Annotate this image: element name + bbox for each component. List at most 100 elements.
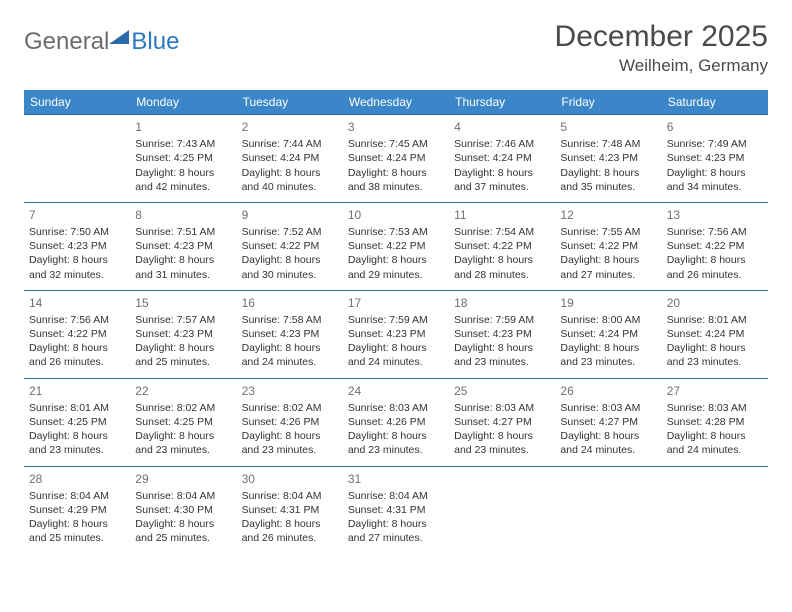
cell-dl1: Daylight: 8 hours [348, 166, 444, 180]
calendar-cell: 20Sunrise: 8:01 AMSunset: 4:24 PMDayligh… [662, 290, 768, 378]
calendar-row: 1Sunrise: 7:43 AMSunset: 4:25 PMDaylight… [24, 115, 768, 203]
calendar-cell: 21Sunrise: 8:01 AMSunset: 4:25 PMDayligh… [24, 378, 130, 466]
cell-dl1: Daylight: 8 hours [242, 341, 338, 355]
cell-dl2: and 25 minutes. [135, 355, 231, 369]
cell-sunrise: Sunrise: 7:53 AM [348, 225, 444, 239]
weekday-header: Thursday [449, 90, 555, 115]
calendar-cell: 12Sunrise: 7:55 AMSunset: 4:22 PMDayligh… [555, 202, 661, 290]
calendar-cell: 4Sunrise: 7:46 AMSunset: 4:24 PMDaylight… [449, 115, 555, 203]
day-number: 11 [454, 207, 550, 223]
cell-dl2: and 23 minutes. [454, 355, 550, 369]
day-number: 14 [29, 295, 125, 311]
day-number: 15 [135, 295, 231, 311]
cell-dl2: and 29 minutes. [348, 268, 444, 282]
cell-sunset: Sunset: 4:25 PM [135, 151, 231, 165]
calendar-cell: 24Sunrise: 8:03 AMSunset: 4:26 PMDayligh… [343, 378, 449, 466]
weekday-header-row: Sunday Monday Tuesday Wednesday Thursday… [24, 90, 768, 115]
cell-dl2: and 23 minutes. [242, 443, 338, 457]
day-number: 27 [667, 383, 763, 399]
day-number: 16 [242, 295, 338, 311]
day-number: 1 [135, 119, 231, 135]
cell-dl2: and 23 minutes. [454, 443, 550, 457]
cell-dl1: Daylight: 8 hours [560, 166, 656, 180]
calendar-cell: 8Sunrise: 7:51 AMSunset: 4:23 PMDaylight… [130, 202, 236, 290]
cell-dl1: Daylight: 8 hours [454, 253, 550, 267]
calendar-cell: 1Sunrise: 7:43 AMSunset: 4:25 PMDaylight… [130, 115, 236, 203]
cell-sunrise: Sunrise: 8:00 AM [560, 313, 656, 327]
calendar-row: 21Sunrise: 8:01 AMSunset: 4:25 PMDayligh… [24, 378, 768, 466]
calendar-cell [555, 466, 661, 553]
calendar-cell: 3Sunrise: 7:45 AMSunset: 4:24 PMDaylight… [343, 115, 449, 203]
cell-dl2: and 23 minutes. [29, 443, 125, 457]
cell-dl1: Daylight: 8 hours [348, 341, 444, 355]
day-number: 10 [348, 207, 444, 223]
calendar-cell: 7Sunrise: 7:50 AMSunset: 4:23 PMDaylight… [24, 202, 130, 290]
calendar-cell: 13Sunrise: 7:56 AMSunset: 4:22 PMDayligh… [662, 202, 768, 290]
calendar-cell: 18Sunrise: 7:59 AMSunset: 4:23 PMDayligh… [449, 290, 555, 378]
day-number: 3 [348, 119, 444, 135]
calendar-cell: 6Sunrise: 7:49 AMSunset: 4:23 PMDaylight… [662, 115, 768, 203]
day-number: 12 [560, 207, 656, 223]
header: General Blue December 2025 Weilheim, Ger… [24, 20, 768, 76]
cell-dl1: Daylight: 8 hours [135, 166, 231, 180]
cell-sunrise: Sunrise: 8:03 AM [667, 401, 763, 415]
logo-text-blue: Blue [131, 28, 179, 56]
cell-dl1: Daylight: 8 hours [560, 253, 656, 267]
cell-sunrise: Sunrise: 8:01 AM [29, 401, 125, 415]
cell-sunset: Sunset: 4:23 PM [135, 327, 231, 341]
cell-sunrise: Sunrise: 7:52 AM [242, 225, 338, 239]
day-number: 30 [242, 471, 338, 487]
cell-sunset: Sunset: 4:23 PM [242, 327, 338, 341]
cell-dl2: and 27 minutes. [560, 268, 656, 282]
day-number: 2 [242, 119, 338, 135]
cell-dl2: and 27 minutes. [348, 531, 444, 545]
calendar-cell [24, 115, 130, 203]
calendar-cell: 25Sunrise: 8:03 AMSunset: 4:27 PMDayligh… [449, 378, 555, 466]
cell-sunrise: Sunrise: 7:57 AM [135, 313, 231, 327]
logo-text-general: General [24, 28, 109, 56]
calendar-cell: 23Sunrise: 8:02 AMSunset: 4:26 PMDayligh… [237, 378, 343, 466]
cell-dl2: and 23 minutes. [135, 443, 231, 457]
cell-sunset: Sunset: 4:22 PM [348, 239, 444, 253]
cell-dl1: Daylight: 8 hours [242, 253, 338, 267]
title-block: December 2025 Weilheim, Germany [555, 20, 768, 76]
cell-sunrise: Sunrise: 8:04 AM [29, 489, 125, 503]
calendar-cell: 31Sunrise: 8:04 AMSunset: 4:31 PMDayligh… [343, 466, 449, 553]
calendar-cell: 29Sunrise: 8:04 AMSunset: 4:30 PMDayligh… [130, 466, 236, 553]
cell-sunrise: Sunrise: 7:46 AM [454, 137, 550, 151]
cell-dl1: Daylight: 8 hours [667, 341, 763, 355]
cell-sunset: Sunset: 4:31 PM [242, 503, 338, 517]
calendar-cell: 11Sunrise: 7:54 AMSunset: 4:22 PMDayligh… [449, 202, 555, 290]
weekday-header: Tuesday [237, 90, 343, 115]
cell-dl2: and 38 minutes. [348, 180, 444, 194]
cell-dl1: Daylight: 8 hours [348, 253, 444, 267]
cell-dl2: and 24 minutes. [560, 443, 656, 457]
cell-dl2: and 24 minutes. [242, 355, 338, 369]
cell-dl1: Daylight: 8 hours [348, 517, 444, 531]
calendar-cell: 19Sunrise: 8:00 AMSunset: 4:24 PMDayligh… [555, 290, 661, 378]
cell-dl1: Daylight: 8 hours [135, 341, 231, 355]
day-number: 25 [454, 383, 550, 399]
weekday-header: Monday [130, 90, 236, 115]
cell-dl2: and 40 minutes. [242, 180, 338, 194]
cell-sunrise: Sunrise: 7:59 AM [454, 313, 550, 327]
cell-sunrise: Sunrise: 8:02 AM [242, 401, 338, 415]
cell-dl1: Daylight: 8 hours [29, 429, 125, 443]
cell-dl1: Daylight: 8 hours [29, 341, 125, 355]
cell-dl1: Daylight: 8 hours [242, 429, 338, 443]
day-number: 31 [348, 471, 444, 487]
cell-sunrise: Sunrise: 8:02 AM [135, 401, 231, 415]
cell-dl2: and 42 minutes. [135, 180, 231, 194]
cell-dl2: and 25 minutes. [29, 531, 125, 545]
cell-dl2: and 32 minutes. [29, 268, 125, 282]
cell-dl2: and 26 minutes. [242, 531, 338, 545]
cell-dl1: Daylight: 8 hours [667, 166, 763, 180]
calendar-cell: 2Sunrise: 7:44 AMSunset: 4:24 PMDaylight… [237, 115, 343, 203]
cell-dl1: Daylight: 8 hours [454, 166, 550, 180]
day-number: 9 [242, 207, 338, 223]
day-number: 29 [135, 471, 231, 487]
cell-dl1: Daylight: 8 hours [29, 253, 125, 267]
calendar-cell: 10 Sunrise: 7:53 AMSunset: 4:22 PMDayligh… [343, 202, 449, 290]
cell-sunset: Sunset: 4:22 PM [560, 239, 656, 253]
cell-dl1: Daylight: 8 hours [135, 253, 231, 267]
